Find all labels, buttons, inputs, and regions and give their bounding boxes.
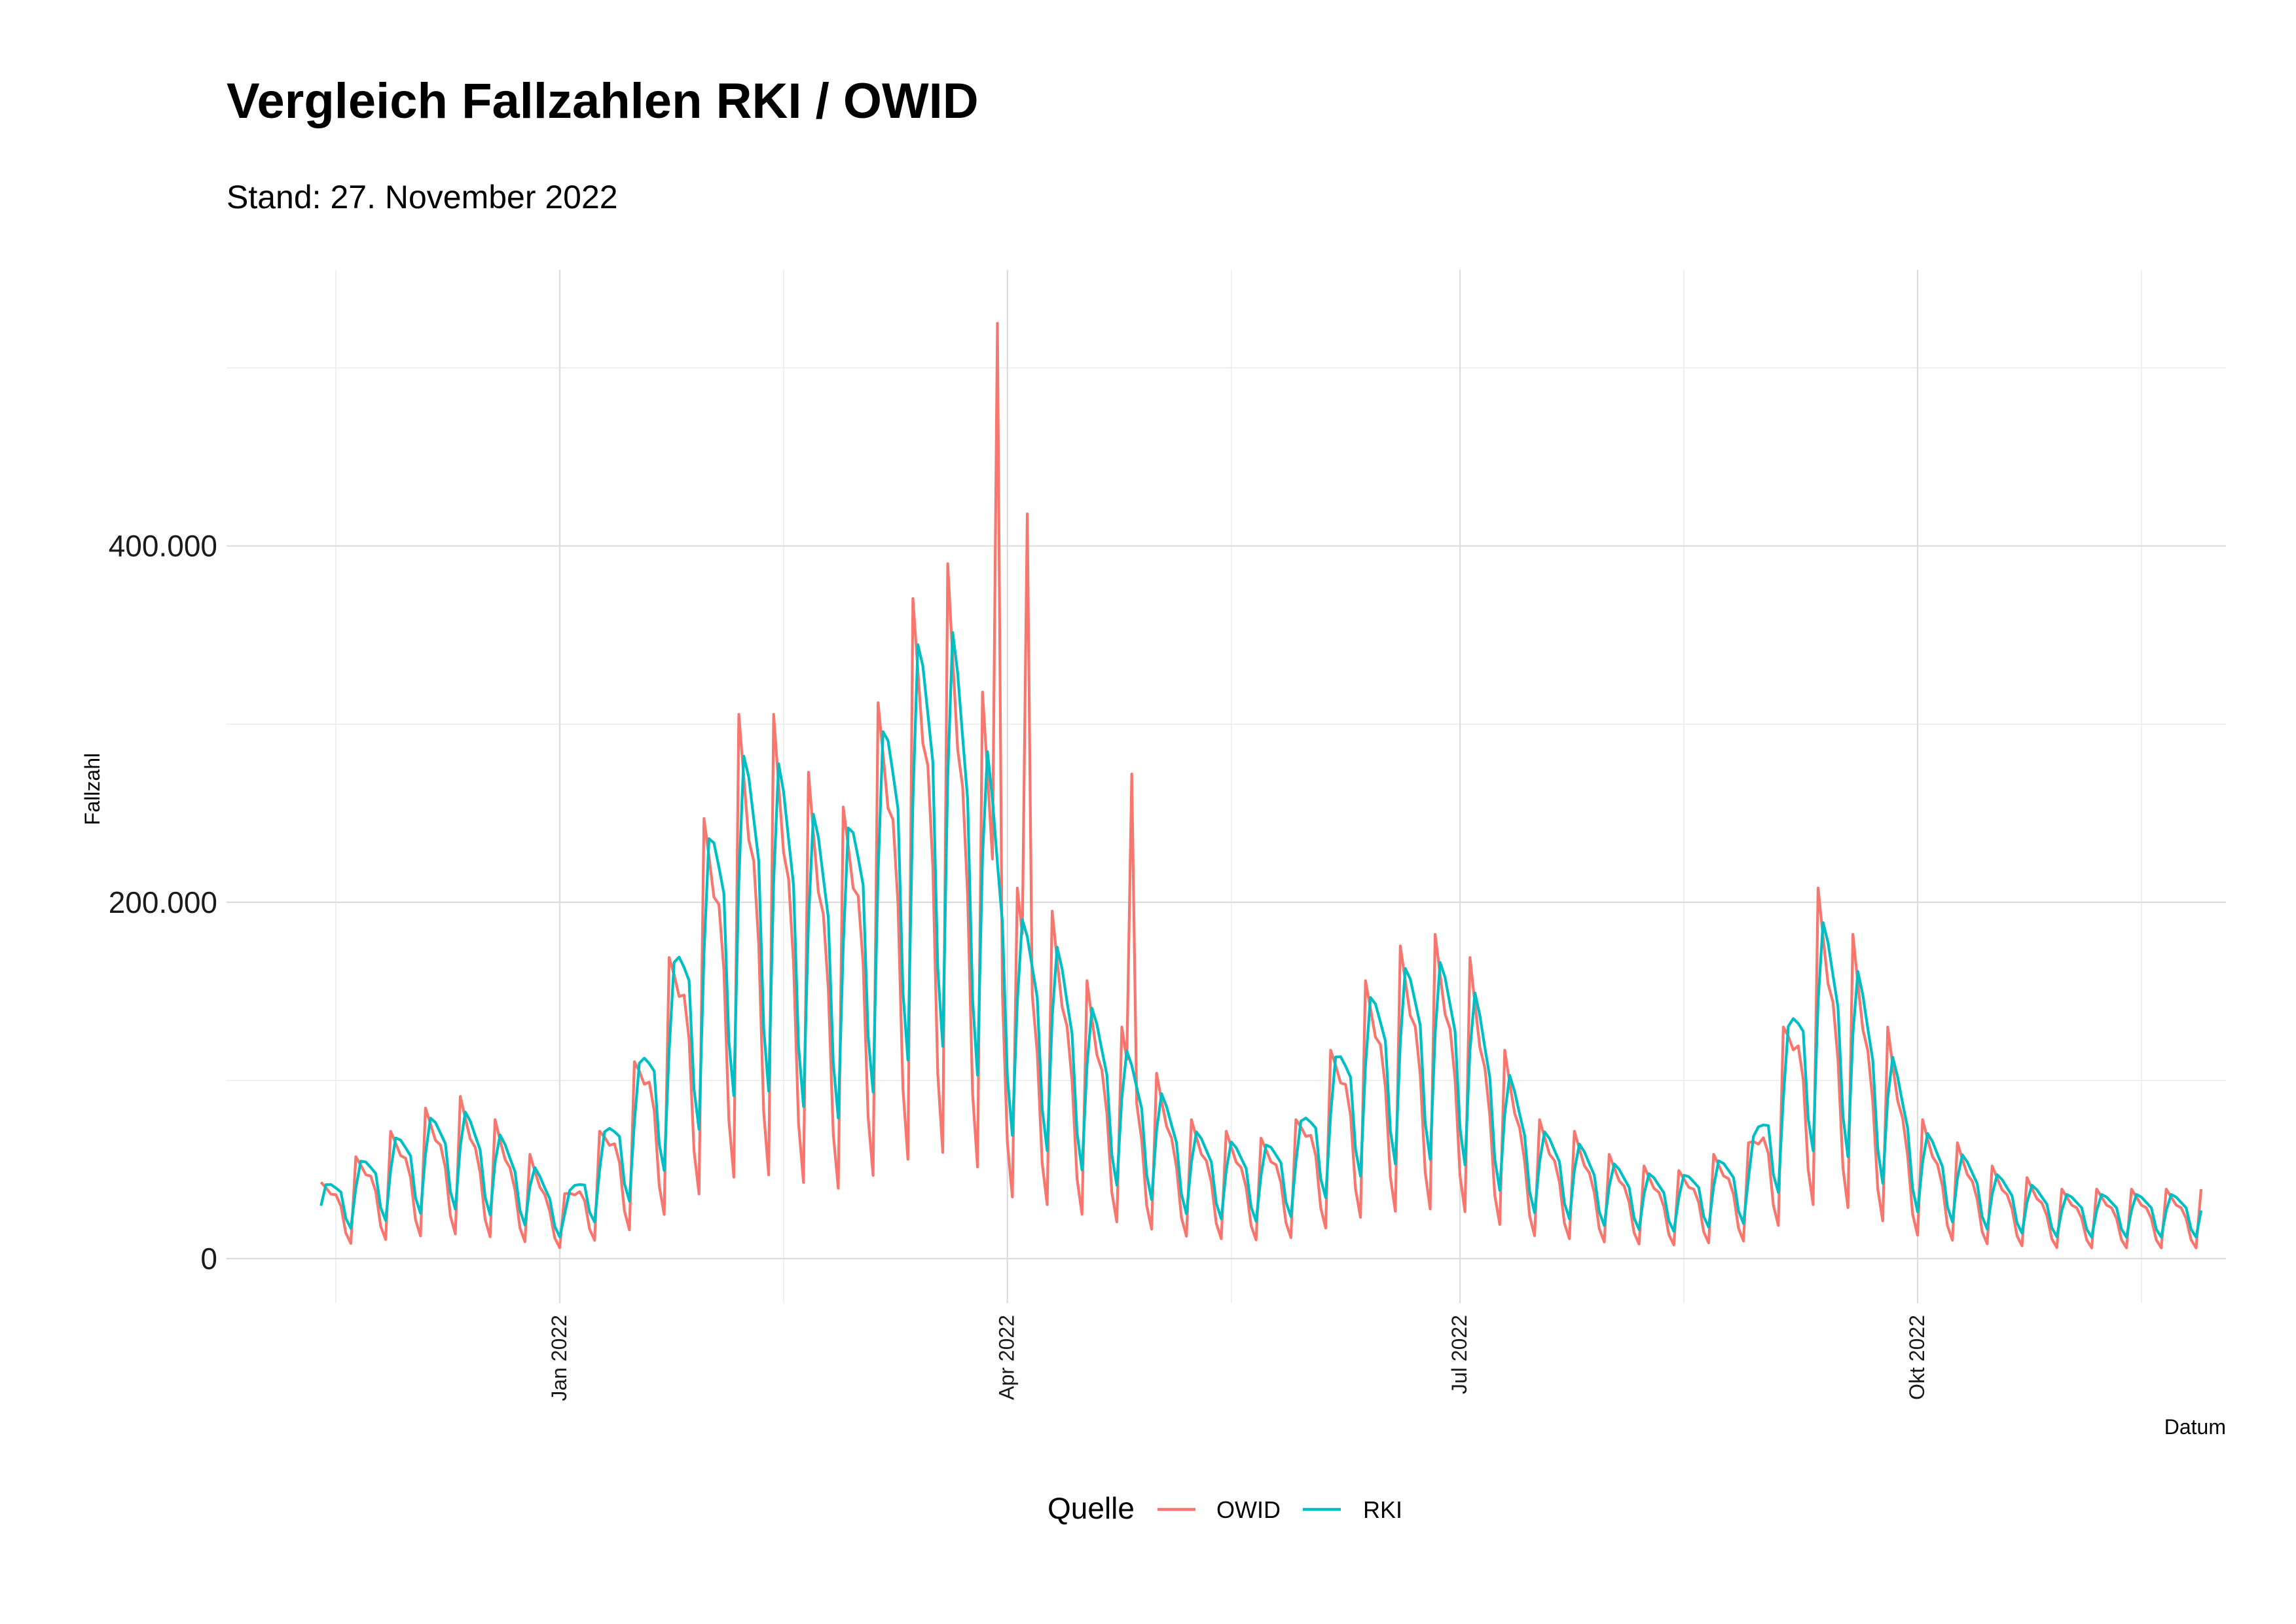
y-tick-label: 200.000: [109, 885, 217, 919]
x-tick-label: Jul 2022: [1448, 1315, 1471, 1394]
chart-subtitle: Stand: 27. November 2022: [227, 179, 618, 215]
x-tick-label: Okt 2022: [1905, 1315, 1929, 1400]
y-axis-ticks: 0 200.000 400.000: [109, 529, 217, 1276]
x-tick-label: Jan 2022: [547, 1315, 571, 1401]
legend-label-rki: RKI: [1363, 1496, 1402, 1523]
x-tick-label: Apr 2022: [995, 1315, 1019, 1400]
x-axis-ticks: Jan 2022 Apr 2022 Jul 2022 Okt 2022: [547, 1315, 1929, 1401]
legend-title: Quelle: [1048, 1491, 1135, 1525]
y-tick-label: 0: [200, 1242, 217, 1276]
y-tick-label: 400.000: [109, 529, 217, 563]
series-line-owid: [319, 322, 2203, 1249]
chart-title: Vergleich Fallzahlen RKI / OWID: [227, 73, 979, 129]
x-axis-label: Datum: [2164, 1415, 2226, 1439]
legend: Quelle OWID RKI: [1048, 1491, 1402, 1525]
series-line-rki: [319, 631, 2203, 1239]
y-axis-label: Fallzahl: [81, 753, 104, 825]
series-lines: [319, 322, 2203, 1249]
legend-label-owid: OWID: [1216, 1496, 1281, 1523]
